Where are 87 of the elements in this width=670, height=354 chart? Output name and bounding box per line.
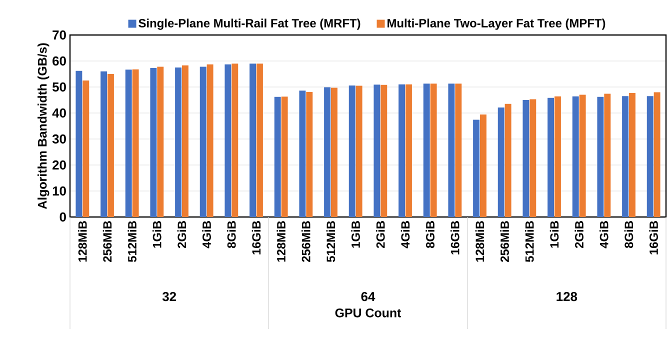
y-tick-label: 70 <box>52 30 66 40</box>
x-tick-label: 8GiB <box>624 221 634 248</box>
bar <box>206 64 214 217</box>
bar <box>108 74 114 217</box>
bar <box>232 64 238 217</box>
bar <box>579 94 586 217</box>
bar <box>250 64 256 217</box>
bar <box>430 84 437 217</box>
bar <box>324 87 331 217</box>
bar <box>299 90 306 217</box>
bar <box>572 96 579 217</box>
bar <box>331 88 338 217</box>
bar <box>455 84 462 217</box>
x-tick-label: 8GiB <box>426 221 434 248</box>
bar <box>182 65 188 217</box>
bar <box>175 68 182 217</box>
legend-label: Single-Plane Multi-Rail Fat Tree (MRFT) <box>138 18 360 30</box>
bar <box>646 96 654 217</box>
bar <box>480 114 486 217</box>
bar <box>504 104 512 217</box>
text: 32 <box>162 292 176 302</box>
x-tick-label: 2GiB <box>376 221 385 248</box>
x-tick-label: 512MiB <box>128 221 136 262</box>
x-tick-label: 16GiB <box>649 221 658 254</box>
bar <box>76 70 82 217</box>
legend-label: Multi-Plane Two-Layer Fat Tree (MPFT) <box>388 18 606 30</box>
x-tick-label: 1GiB <box>152 221 162 248</box>
y-tick-label: 20 <box>52 160 66 170</box>
bar <box>200 66 206 217</box>
bar <box>473 120 480 217</box>
bar <box>423 84 430 217</box>
x-tick-label: 2GiB <box>574 221 584 248</box>
bar <box>256 64 263 217</box>
bar <box>380 84 388 217</box>
x-tick-label: 8GiB <box>227 221 236 248</box>
x-tick-label: 4GiB <box>600 221 608 248</box>
x-tick-label: 256MiB <box>500 221 509 262</box>
bar <box>448 84 455 217</box>
x-tick-label: 128MiB <box>475 221 484 262</box>
x-tick-label: 512MiB <box>326 221 336 262</box>
bar <box>654 92 660 217</box>
x-tick-label: 128MiB <box>78 221 87 262</box>
bar <box>498 108 504 217</box>
bar <box>548 98 554 217</box>
x-axis-title: GPU Count <box>335 308 402 318</box>
bar <box>150 68 157 217</box>
text: 128 <box>556 292 578 302</box>
bar <box>629 92 636 217</box>
bar <box>348 85 356 217</box>
bar <box>356 86 362 217</box>
bar <box>597 96 604 217</box>
bar <box>281 96 288 217</box>
bar <box>274 96 281 217</box>
bar <box>554 96 561 217</box>
y-tick-label: 10 <box>52 186 66 196</box>
bar <box>224 64 232 217</box>
bar <box>604 94 611 217</box>
bar <box>82 80 90 217</box>
x-tick-label: 256MiB <box>302 221 310 262</box>
bar <box>306 92 313 217</box>
y-axis-title: Algorithm Bandwidth (GB/s) <box>38 43 50 210</box>
bar <box>125 70 132 217</box>
x-tick-label: 4GiB <box>202 221 211 248</box>
bar <box>374 84 380 217</box>
bar <box>522 100 530 217</box>
x-tick-label: 1GiB <box>351 221 360 248</box>
x-tick-label: 128MiB <box>276 221 286 262</box>
y-tick-label: 60 <box>52 56 66 66</box>
y-tick-label: 30 <box>52 134 66 144</box>
x-tick-label: 512MiB <box>525 221 534 262</box>
bar <box>132 69 139 217</box>
y-tick-label: 40 <box>52 108 66 118</box>
x-tick-label: 256MiB <box>102 221 112 262</box>
x-tick-label: 16GiB <box>252 221 261 254</box>
x-tick-label: 2GiB <box>177 221 186 248</box>
y-tick-label: 50 <box>52 82 66 92</box>
bar <box>157 66 164 217</box>
bar <box>406 84 412 217</box>
bar <box>530 99 536 217</box>
y-tick-label: 0 <box>60 212 66 222</box>
x-tick-label: 4GiB <box>400 221 410 248</box>
bar <box>100 71 108 217</box>
x-tick-label: 16GiB <box>450 221 460 254</box>
bar <box>398 84 406 217</box>
text: 64 <box>361 292 376 302</box>
x-tick-label: 1GiB <box>550 221 559 248</box>
bar <box>622 96 629 217</box>
